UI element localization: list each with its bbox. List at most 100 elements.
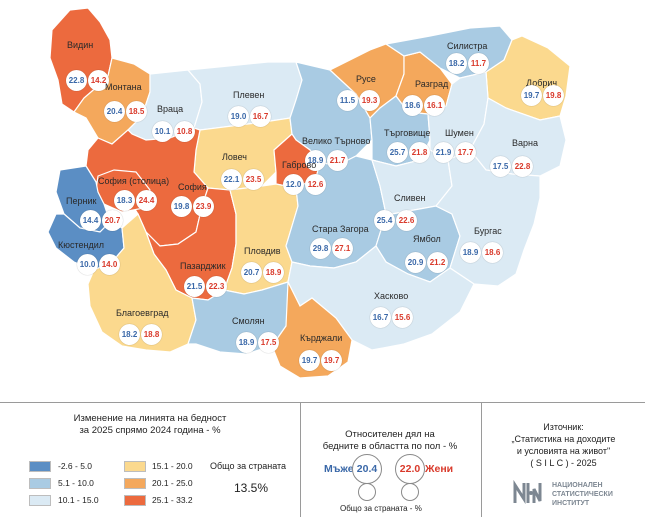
female-share-razgrad: 16.1 <box>424 95 445 116</box>
nsi-logo-line2: СТАТИСТИЧЕСКИ <box>552 491 613 498</box>
male-value: 20.4 <box>352 454 382 484</box>
male-share-shumen: 21.9 <box>433 142 454 163</box>
female-share-kyustendil: 14.0 <box>99 254 120 275</box>
female-value: 22.0 <box>395 454 425 484</box>
source-line1: Източник: <box>543 422 584 432</box>
region-label-burgas: Бургас <box>474 226 502 236</box>
region-label-kardzhali: Кърджали <box>300 333 343 343</box>
region-label-lovech: Ловеч <box>222 152 247 162</box>
female-share-vidin: 14.2 <box>88 70 109 91</box>
nsi-logo-icon <box>513 479 542 505</box>
female-share-burgas: 18.6 <box>482 242 503 263</box>
female-share-pazardzhik: 22.3 <box>206 276 227 297</box>
region-label-yambol: Ямбол <box>413 234 441 244</box>
female-share-silistra: 11.7 <box>468 53 489 74</box>
female-share-yambol: 21.2 <box>427 252 448 273</box>
source-line2: „Статистика на доходите <box>511 434 616 444</box>
region-label-blagoevgrad: Благоевград <box>116 308 169 318</box>
male-share-gabrovo: 12.0 <box>283 174 304 195</box>
legend-swatch-2 <box>29 478 51 489</box>
region-label-sliven: Сливен <box>394 193 426 203</box>
region-label-montana: Монтана <box>105 82 142 92</box>
male-share-montana: 20.4 <box>104 101 125 122</box>
male-share-blagoevgrad: 18.2 <box>119 324 140 345</box>
gender-title: Относителен дял на бедните в областта по… <box>300 429 480 453</box>
legend-title: Изменение на линията на бедност за 2025 … <box>0 413 300 437</box>
region-label-vidin: Видин <box>67 40 94 50</box>
region-label-pazardzhik: Пазарджик <box>180 261 226 271</box>
gender-title-line1: Относителен дял на <box>345 429 435 440</box>
legend-swatch-1 <box>29 461 51 472</box>
legend-label-4: 15.1 - 20.0 <box>152 461 193 471</box>
male-share-lovech: 22.1 <box>221 169 242 190</box>
male-share-ruse: 11.5 <box>337 90 358 111</box>
male-share-pernik: 14.4 <box>80 210 101 231</box>
region-label-sofia: София <box>178 182 207 192</box>
region-label-smolyan: Смолян <box>232 316 265 326</box>
female-share-blagoevgrad: 18.8 <box>141 324 162 345</box>
nsi-logo-text: НАЦИОНАЛЕН СТАТИСТИЧЕСКИ ИНСТИТУТ <box>552 481 613 508</box>
female-share-sofia_city: 24.4 <box>136 190 157 211</box>
male-share-smolyan: 18.9 <box>236 332 257 353</box>
footer-divider-2 <box>481 403 482 517</box>
legend-swatch-4 <box>124 461 146 472</box>
female-share-sliven: 22.6 <box>396 210 417 231</box>
male-share-haskovo: 16.7 <box>370 307 391 328</box>
region-label-targovishte: Търговище <box>384 128 431 138</box>
legend-swatch-6 <box>124 495 146 506</box>
region-label-gabrovo: Габрово <box>282 160 317 170</box>
female-share-pernik: 20.7 <box>102 210 123 231</box>
region-label-vratsa: Враца <box>157 104 184 114</box>
source-block: Източник: „Статистика на доходите и усло… <box>482 421 645 469</box>
region-label-shumen: Шумен <box>445 128 474 138</box>
female-share-haskovo: 15.6 <box>392 307 413 328</box>
female-share-lovech: 23.5 <box>243 169 264 190</box>
region-label-pernik: Перник <box>66 196 97 206</box>
region-label-ruse: Русе <box>356 74 376 84</box>
region-label-varna: Варна <box>512 138 538 148</box>
female-label: Жени <box>425 463 454 475</box>
footer-divider-1 <box>300 403 301 517</box>
region-label-silistra: Силистра <box>447 41 488 51</box>
female-share-ruse: 19.3 <box>359 90 380 111</box>
male-share-kardzhali: 19.7 <box>299 350 320 371</box>
male-share-stara: 29.8 <box>310 238 331 259</box>
country-total-value: 13.5% <box>234 481 269 495</box>
male-share-veliko: 18.9 <box>305 150 326 171</box>
male-share-kyustendil: 10.0 <box>77 254 98 275</box>
female-share-smolyan: 17.5 <box>258 332 279 353</box>
source-line4: ( S I L C ) - 2025 <box>530 458 597 468</box>
female-share-vratsa: 10.8 <box>174 121 195 142</box>
region-label-sofia_city: София (столица) <box>98 176 170 186</box>
nsi-logo-line3: ИНСТИТУТ <box>552 500 590 507</box>
male-share-vratsa: 10.1 <box>152 121 173 142</box>
male-label: Мъже <box>324 463 354 475</box>
male-share-pazardzhik: 21.5 <box>184 276 205 297</box>
male-share-plovdiv: 20.7 <box>241 262 262 283</box>
legend-label-1: -2.6 - 5.0 <box>58 461 93 471</box>
legend-label-2: 5.1 - 10.0 <box>58 478 94 488</box>
region-label-plovdiv: Пловдив <box>244 246 281 256</box>
nsi-logo-line1: НАЦИОНАЛЕН <box>552 482 603 489</box>
female-small-circle <box>401 483 419 501</box>
male-share-targovishte: 25.7 <box>387 142 408 163</box>
region-label-kyustendil: Кюстендил <box>58 240 105 250</box>
male-share-pleven: 19.0 <box>228 106 249 127</box>
female-share-pleven: 16.7 <box>250 106 271 127</box>
female-share-plovdiv: 18.9 <box>263 262 284 283</box>
male-share-varna: 17.5 <box>490 156 511 177</box>
female-share-stara: 27.1 <box>332 238 353 259</box>
legend-label-6: 25.1 - 33.2 <box>152 495 193 505</box>
male-small-circle <box>358 483 376 501</box>
legend-label-3: 10.1 - 15.0 <box>58 495 99 505</box>
female-share-dobrich: 19.8 <box>543 85 564 106</box>
source-line3: и условията на живот" <box>516 446 611 456</box>
legend-swatch-3 <box>29 495 51 506</box>
gender-title-line2: бедните в областта по пол - % <box>322 441 458 452</box>
male-share-burgas: 18.9 <box>460 242 481 263</box>
female-share-kardzhali: 19.7 <box>321 350 342 371</box>
legend-title-line1: Изменение на линията на бедност <box>73 413 227 424</box>
female-share-sofia: 23.9 <box>193 196 214 217</box>
female-share-montana: 18.5 <box>126 101 147 122</box>
female-share-shumen: 17.7 <box>455 142 476 163</box>
